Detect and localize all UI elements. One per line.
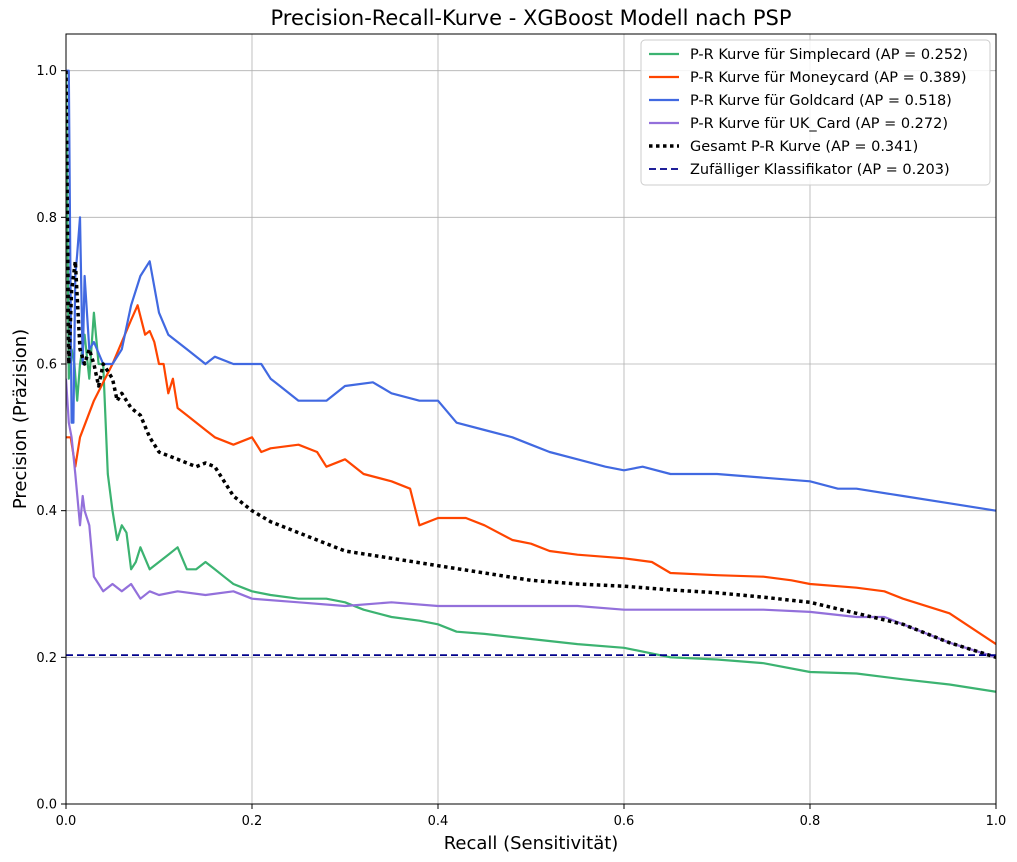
plot-frame xyxy=(65,33,997,805)
x-tick-label: 0.8 xyxy=(800,814,821,829)
axis-ticks: 0.0 0.2 0.4 0.6 0.8 1.0 0.0 0.2 0.4 0.6 0.8 1.0 xyxy=(36,64,1006,829)
series-line-1 xyxy=(66,304,996,646)
legend-box xyxy=(640,39,991,186)
y-tick-label: 1.0 xyxy=(36,64,57,79)
x-tick-label: 0.0 xyxy=(56,814,77,829)
x-axis-label: Recall (Sensitivität) xyxy=(444,833,619,854)
series-line-3 xyxy=(66,378,996,659)
y-tick-label: 0.0 xyxy=(36,798,57,813)
y-axis-label: Precision (Präzision) xyxy=(10,329,31,509)
y-tick-label: 0.2 xyxy=(36,651,57,666)
y-tick-label: 0.6 xyxy=(36,358,57,373)
legend: P-R Kurve für Simplecard (AP = 0.252) P-R… xyxy=(640,39,991,186)
x-tick-label: 0.2 xyxy=(242,814,263,829)
series-line-2 xyxy=(66,69,996,512)
legend-entry-3: P-R Kurve für UK_Card (AP = 0.272) xyxy=(690,116,948,132)
series-line-0 xyxy=(66,70,996,693)
chart-title: Precision-Recall-Kurve - XGBoost Modell … xyxy=(271,6,792,30)
legend-entry-0: P-R Kurve für Simplecard (AP = 0.252) xyxy=(690,47,968,63)
series-line-4 xyxy=(66,70,996,659)
y-tick-label: 0.4 xyxy=(36,504,57,519)
x-tick-label: 0.4 xyxy=(428,814,449,829)
legend-entry-2: P-R Kurve für Goldcard (AP = 0.518) xyxy=(690,93,952,109)
x-tick-label: 1.0 xyxy=(986,814,1007,829)
x-tick-label: 0.6 xyxy=(614,814,635,829)
legend-entry-1: P-R Kurve für Moneycard (AP = 0.389) xyxy=(690,70,967,86)
y-tick-label: 0.8 xyxy=(36,211,57,226)
legend-entry-5: Zufälliger Klassifikator (AP = 0.203) xyxy=(690,162,950,178)
series-lines xyxy=(66,69,996,693)
legend-entry-4: Gesamt P-R Kurve (AP = 0.341) xyxy=(690,139,918,155)
